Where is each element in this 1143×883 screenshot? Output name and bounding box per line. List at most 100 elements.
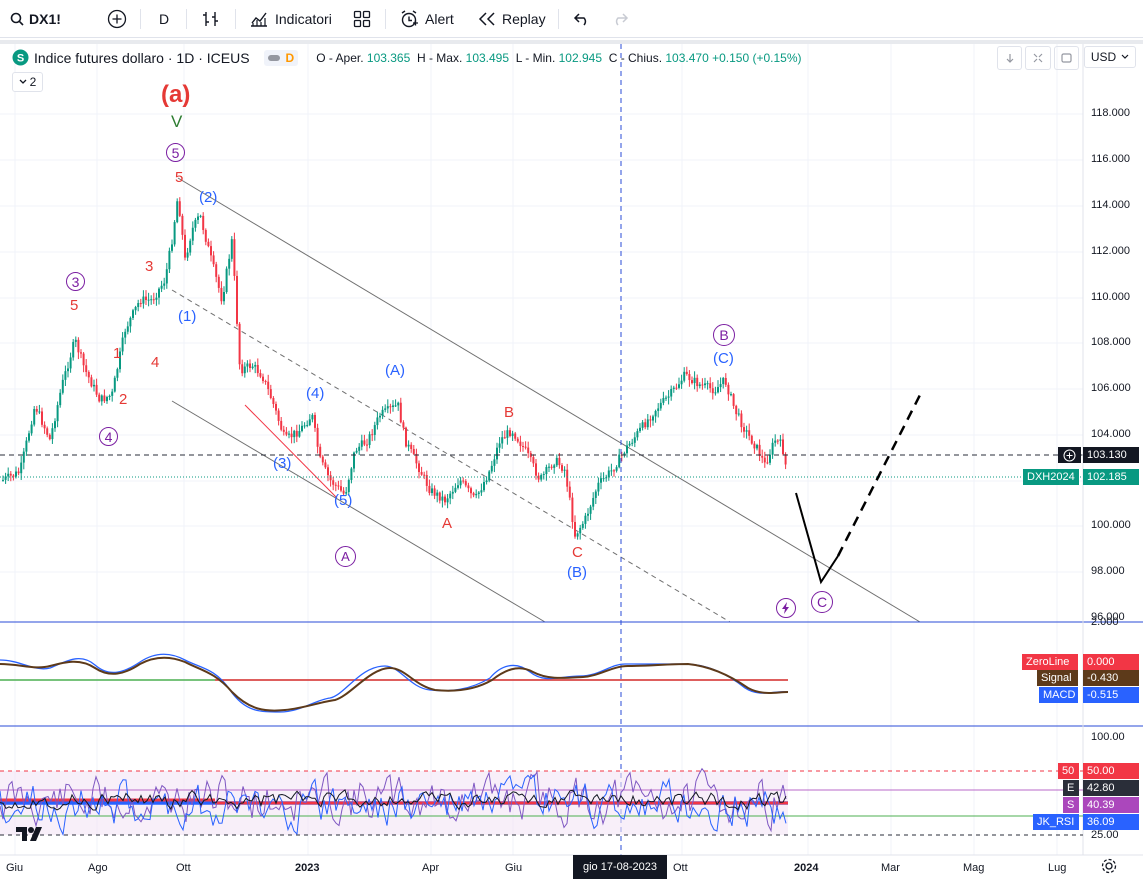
candle-body (327, 467, 329, 476)
replay-label: Replay (502, 10, 546, 27)
chart-type-button[interactable] (201, 0, 221, 37)
indicators-button[interactable]: Indicatori (249, 0, 332, 37)
wave-label-blue-2: (2) (199, 189, 218, 206)
candle-body (82, 353, 85, 366)
candle-body (743, 427, 745, 432)
price-candles (2, 197, 787, 540)
candle-body (628, 443, 631, 446)
candle-body (38, 411, 41, 413)
alert-button[interactable]: Alert (399, 0, 454, 37)
time-tick: Apr (422, 862, 440, 874)
symbol-legend[interactable]: S Indice futures dollaro · 1D · ICEUS D … (12, 49, 802, 66)
wave-label-circle-4: 4 (99, 427, 118, 446)
candle-body (704, 383, 706, 386)
crosshair-date-tag: gio 17-08-2023 (573, 855, 667, 879)
candle-body (779, 439, 782, 441)
candle-body (649, 419, 652, 421)
tradingview-logo[interactable] (16, 826, 46, 847)
currency-select[interactable]: USD (1084, 46, 1136, 68)
candle-body (202, 215, 205, 230)
move-down-button[interactable] (997, 46, 1023, 70)
signal-value-tag: -0.430 (1083, 670, 1139, 686)
candle-body (540, 475, 543, 480)
candle-body (490, 465, 493, 472)
symbol-search-button[interactable]: DX1! (10, 0, 61, 37)
redo-button[interactable] (611, 0, 629, 37)
candle-body (524, 446, 527, 448)
candle-body (225, 268, 228, 293)
candle-body (438, 492, 441, 501)
price-tick: 116.000 (1091, 153, 1130, 165)
candle-body (233, 239, 236, 276)
candle-body (509, 430, 511, 437)
candle-body (347, 479, 350, 493)
candle-body (496, 447, 498, 460)
price-chart[interactable] (0, 44, 1143, 883)
candle-body (425, 475, 428, 486)
window-icon (1061, 53, 1072, 63)
candle-body (204, 229, 207, 242)
replay-button[interactable]: Replay (478, 0, 546, 37)
rsi-50-value-tag: 50.00 (1083, 763, 1139, 779)
candle-body (210, 246, 212, 256)
candle-body (111, 391, 114, 396)
candle-body (155, 297, 158, 300)
add-alert-button[interactable] (1058, 447, 1081, 463)
candle-body (412, 448, 415, 454)
candle-body (761, 455, 764, 458)
candle-body (615, 467, 618, 471)
candle-body (2, 479, 4, 481)
candle-body (532, 457, 535, 464)
wave-label-red-5-left: 5 (70, 297, 79, 314)
candle-body (597, 482, 600, 492)
indicators-label: Indicatori (275, 10, 332, 27)
macd-axis-tick: 2.000 (1091, 616, 1119, 628)
wave-label-blue-4: (4) (306, 385, 325, 402)
event-marker[interactable] (776, 598, 796, 618)
layouts-button[interactable] (353, 0, 371, 37)
interval-button[interactable]: D (159, 0, 169, 37)
candle-body (428, 485, 431, 494)
candle-body (579, 527, 582, 534)
candle-body (592, 497, 595, 507)
rsi-e-value-tag: 42.80 (1083, 780, 1139, 796)
undo-button[interactable] (573, 0, 591, 37)
candle-body (298, 431, 301, 437)
candle-body (566, 469, 569, 487)
candle-body (431, 488, 433, 494)
maximize-pane-button[interactable] (1025, 46, 1051, 70)
axis-settings-button[interactable] (1100, 857, 1118, 880)
candle-body (241, 364, 244, 374)
candle-body (561, 465, 563, 471)
candle-body (371, 434, 374, 436)
candle-body (667, 396, 670, 398)
collapse-indicators-button[interactable]: 2 (12, 72, 43, 92)
candle-body (324, 462, 327, 468)
plus-circle-icon (107, 9, 127, 28)
candle-body (433, 488, 436, 496)
contract-price-tag: 102.185 (1083, 469, 1139, 485)
candle-body (126, 326, 129, 332)
candle-body (623, 453, 626, 455)
chart-area[interactable] (0, 40, 1143, 883)
price-tick: 106.000 (1091, 382, 1131, 394)
wave-label-red-c: C (572, 544, 583, 561)
candle-body (394, 405, 397, 407)
candle-body (345, 492, 348, 494)
candle-body (423, 474, 426, 476)
candle-body (275, 403, 277, 411)
svg-text:S: S (17, 53, 24, 65)
market-status[interactable]: D (263, 49, 299, 66)
high-value: 103.495 (465, 50, 510, 65)
candle-body (542, 474, 545, 476)
wave-label-circle-5: 5 (166, 143, 185, 162)
candle-body (207, 241, 210, 247)
candle-body (605, 477, 608, 479)
add-symbol-button[interactable] (107, 0, 127, 37)
price-tick: 112.000 (1091, 245, 1130, 257)
rsi-50-label-tag: 50 (1058, 763, 1079, 779)
pane-settings-button[interactable] (1053, 46, 1079, 70)
candle-body (670, 388, 673, 397)
candle-body (680, 380, 683, 385)
candle-body (657, 408, 660, 411)
